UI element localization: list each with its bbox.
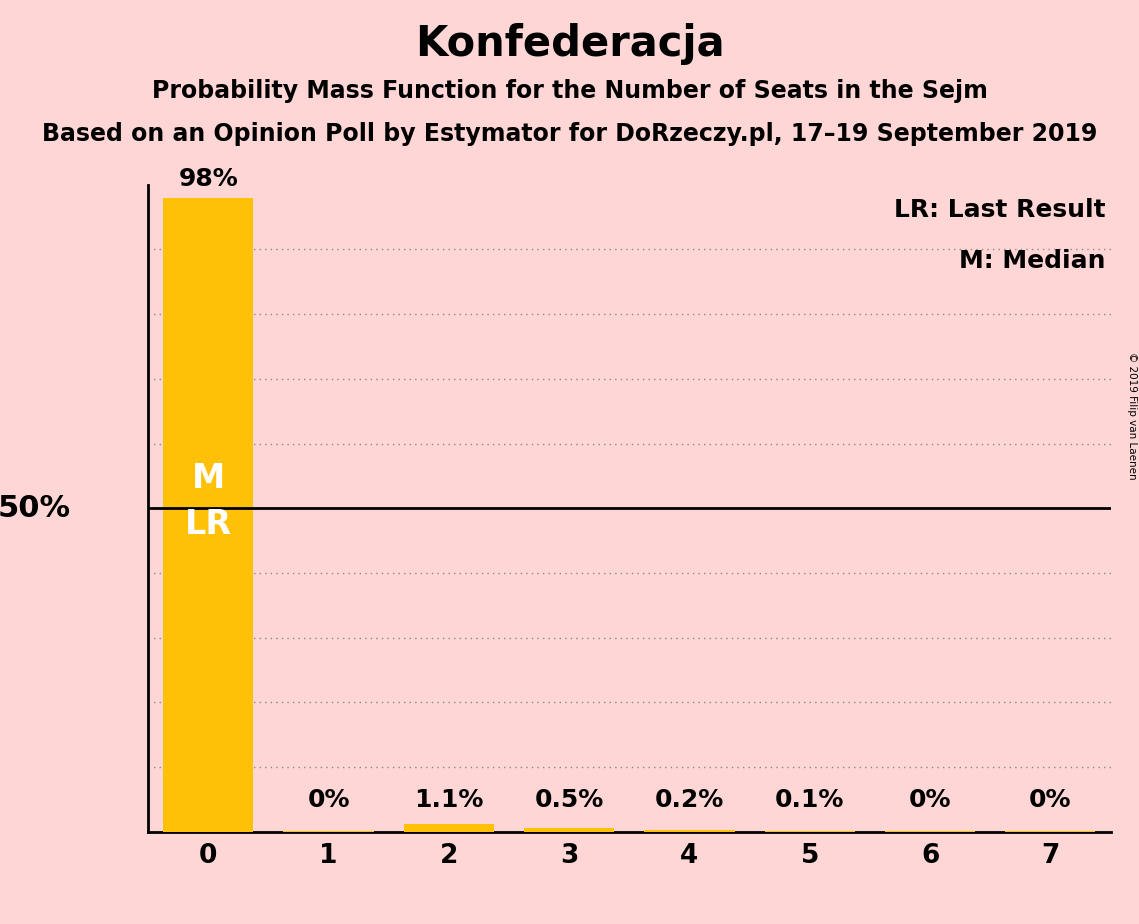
Text: 50%: 50% bbox=[0, 493, 71, 523]
Text: LR: Last Result: LR: Last Result bbox=[894, 198, 1106, 222]
Text: M: M bbox=[191, 462, 224, 495]
Text: 98%: 98% bbox=[179, 167, 238, 191]
Text: © 2019 Filip van Laenen: © 2019 Filip van Laenen bbox=[1126, 352, 1137, 480]
Bar bbox=[163, 198, 253, 832]
Text: 0%: 0% bbox=[308, 788, 350, 812]
Bar bbox=[524, 829, 614, 832]
Text: 0.2%: 0.2% bbox=[655, 788, 724, 812]
Bar bbox=[403, 824, 494, 832]
Text: 0.5%: 0.5% bbox=[534, 788, 604, 812]
Text: 0.1%: 0.1% bbox=[775, 788, 844, 812]
Text: Probability Mass Function for the Number of Seats in the Sejm: Probability Mass Function for the Number… bbox=[151, 79, 988, 103]
Text: 0%: 0% bbox=[909, 788, 951, 812]
Bar bbox=[645, 831, 735, 832]
Text: LR: LR bbox=[185, 508, 231, 541]
Text: 0%: 0% bbox=[1030, 788, 1072, 812]
Text: Konfederacja: Konfederacja bbox=[415, 23, 724, 65]
Text: M: Median: M: Median bbox=[959, 249, 1106, 274]
Text: 1.1%: 1.1% bbox=[415, 788, 484, 812]
Text: Based on an Opinion Poll by Estymator for DoRzeczy.pl, 17–19 September 2019: Based on an Opinion Poll by Estymator fo… bbox=[42, 122, 1097, 146]
